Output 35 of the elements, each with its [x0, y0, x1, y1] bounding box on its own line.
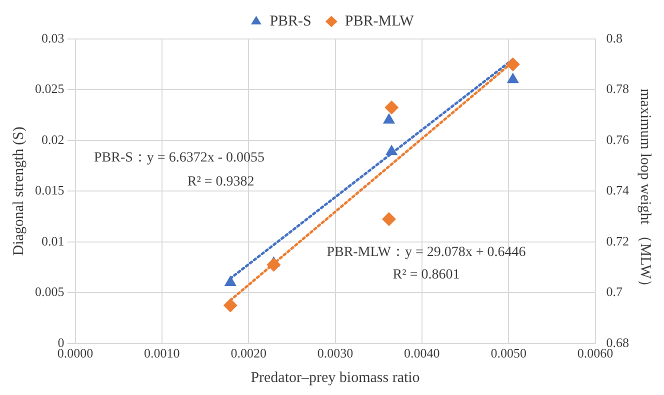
annotation: PBR-S：y = 6.6372x - 0.0055	[94, 150, 264, 166]
y2-tick-label: 0.78	[606, 81, 629, 96]
annotation: R² = 0.9382	[187, 174, 254, 190]
point	[506, 72, 519, 84]
y-tick-label: 0.02	[42, 132, 64, 147]
x-tick-label: 0.0010	[144, 346, 180, 361]
point	[266, 258, 281, 272]
point	[224, 276, 236, 286]
y2-tick-label: 0.72	[606, 233, 629, 248]
legend-label: PBR-S	[270, 13, 312, 30]
y2-tick-label: 0.8	[606, 30, 622, 46]
y-tick-label: 0.025	[35, 81, 64, 96]
point	[384, 100, 399, 114]
y-axis-title: Diagonal strength (S)	[10, 126, 27, 256]
y2-tick-label: 0.74	[606, 182, 630, 198]
point	[506, 57, 520, 72]
x-tick-label: 0.0030	[317, 346, 354, 361]
x-tick-label: 0.0050	[490, 346, 526, 361]
annotation: R² = 0.8601	[392, 268, 460, 283]
point	[382, 113, 396, 124]
point	[386, 144, 398, 156]
x-axis-title: Predator–prey biomass ratio	[250, 370, 420, 386]
y-tick-label: 0.015	[35, 182, 64, 198]
y-tick-label: 0.005	[35, 284, 64, 300]
legend-label: PBR-MLW	[344, 13, 415, 30]
point	[223, 298, 238, 312]
y-tick-label: 0.03	[42, 30, 64, 46]
x-tick-label: 0.0020	[230, 346, 266, 361]
y-tick-label: 0.01	[42, 233, 64, 248]
x-tick-label: 0.0040	[404, 346, 440, 361]
y2-tick-label: 0.76	[606, 132, 630, 147]
y2-axis-title: maximum loop weight （MLW）	[637, 88, 654, 294]
point	[382, 212, 396, 226]
y2-tick-label: 0.7	[606, 284, 623, 300]
annotation: PBR-MLW：y = 29.078x + 0.6446	[326, 244, 526, 260]
